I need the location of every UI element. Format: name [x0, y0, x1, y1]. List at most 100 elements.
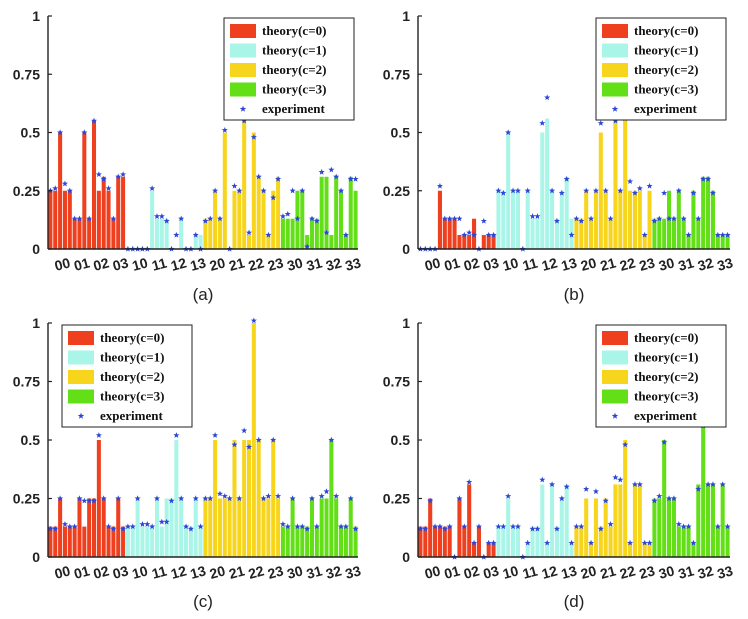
experiment-point-60 — [709, 189, 716, 196]
x-tick-label: 22 — [247, 562, 266, 582]
experiment-point-8 — [456, 495, 463, 502]
experiment-point-58 — [328, 166, 335, 173]
bar-theory-c-3--9 — [696, 218, 701, 249]
bar-theory-c-2--13 — [637, 484, 642, 557]
bar-theory-c-2--7 — [608, 526, 613, 557]
bar-theory-c-0--6 — [447, 526, 452, 557]
experiment-point-46 — [270, 436, 277, 443]
experiment-point-34 — [583, 485, 590, 492]
experiment-point-63 — [724, 231, 731, 238]
experiment-point-46 — [270, 194, 277, 201]
experiment-point-53 — [675, 187, 682, 194]
experiment-point-63 — [724, 523, 731, 530]
bar-theory-c-3--7 — [686, 526, 691, 557]
experiment-point-62 — [719, 481, 726, 488]
bar-theory-c-2--4 — [593, 190, 598, 249]
experiment-point-13 — [480, 217, 487, 224]
bar-theory-c-0--15 — [491, 235, 496, 249]
bar-theory-c-1--10 — [174, 440, 179, 557]
bar-theory-c-3--14 — [348, 498, 353, 557]
experiment-point-40 — [241, 117, 248, 124]
experiment-point-20 — [144, 521, 151, 527]
experiment-point-30 — [192, 231, 199, 238]
experiment-point-44 — [631, 189, 638, 196]
bar-theory-c-0--7 — [82, 526, 87, 557]
bar-theory-c-3--0 — [280, 526, 285, 557]
x-tick-label: 30 — [657, 562, 676, 582]
bar-theory-c-1--7 — [530, 526, 535, 557]
experiment-point-21 — [149, 523, 156, 530]
experiment-point-12 — [105, 185, 112, 192]
bar-theory-c-3--6 — [309, 498, 314, 557]
legend-label: experiment — [262, 101, 325, 116]
experiment-point-45 — [636, 185, 643, 192]
x-tick-label: 21 — [598, 254, 617, 274]
experiment-point-35 — [216, 490, 223, 497]
x-tick-label: 22 — [618, 562, 637, 582]
x-tick-label: 30 — [285, 254, 304, 274]
bar-theory-c-2--10 — [251, 323, 256, 557]
experiment-point-7 — [81, 497, 88, 504]
bar-theory-c-3--10 — [701, 425, 706, 557]
x-tick-label: 21 — [227, 562, 246, 582]
experiment-point-29 — [187, 525, 194, 532]
experiment-point-51 — [666, 215, 673, 222]
bar-theory-c-0--8 — [87, 218, 92, 249]
x-tick-label: 21 — [227, 254, 246, 274]
bar-theory-c-0--15 — [491, 542, 496, 557]
experiment-point-0 — [47, 525, 54, 532]
bar-theory-c-2--5 — [598, 526, 603, 557]
y-tick-label: 1 — [32, 315, 40, 331]
experiment-point-15 — [490, 231, 497, 238]
bar-theory-c-0--9 — [462, 526, 467, 557]
bar-theory-c-1--11 — [550, 484, 555, 557]
bar-theory-c-0--14 — [486, 542, 491, 557]
bar-theory-c-0--7 — [452, 218, 457, 249]
legend-swatch-c2 — [68, 370, 94, 384]
bar-theory-c-3--12 — [339, 526, 344, 557]
bar-theory-c-3--8 — [319, 176, 324, 249]
bar-theory-c-3--12 — [710, 484, 715, 557]
bar-theory-c-3--8 — [691, 190, 696, 249]
experiment-point-19 — [510, 523, 517, 530]
experiment-point-1 — [52, 525, 59, 532]
experiment-point-36 — [592, 187, 599, 194]
bar-theory-c-0--2 — [428, 498, 433, 557]
y-tick-label: 0.25 — [13, 491, 40, 507]
y-tick-label: 1 — [402, 315, 410, 331]
bar-theory-c-1--3 — [140, 526, 145, 557]
y-tick-label: 0 — [32, 241, 40, 257]
bar-theory-c-3--9 — [696, 484, 701, 557]
bar-theory-c-3--8 — [691, 542, 696, 557]
bar-theory-c-0--13 — [481, 235, 486, 249]
experiment-point-40 — [241, 427, 248, 434]
x-tick-label: 11 — [521, 254, 540, 273]
experiment-point-33 — [207, 495, 214, 502]
bar-theory-c-2--4 — [593, 498, 598, 557]
experiment-point-24 — [534, 525, 541, 532]
x-tick-label: 33 — [715, 562, 734, 582]
legend-swatch-c0 — [230, 24, 256, 38]
bar-theory-c-2--3 — [217, 498, 222, 557]
legend-label: theory(c=2) — [100, 369, 164, 384]
bar-theory-c-0--10 — [467, 235, 472, 249]
bar-theory-c-2--12 — [632, 190, 637, 249]
experiment-point-3 — [432, 523, 439, 530]
experiment-point-16 — [124, 523, 131, 530]
experiment-point-56 — [690, 189, 697, 196]
bar-theory-c-0--12 — [476, 526, 481, 557]
experiment-point-9 — [90, 117, 98, 124]
experiment-point-17 — [500, 523, 507, 530]
bar-theory-c-0--10 — [96, 440, 101, 557]
experiment-point-10 — [95, 171, 102, 178]
bar-theory-c-3--14 — [720, 484, 725, 557]
legend-label: theory(c=0) — [262, 23, 326, 38]
experiment-point-30 — [563, 483, 570, 490]
bar-theory-c-1--15 — [198, 526, 203, 557]
bar-theory-c-3--12 — [339, 190, 344, 249]
bar-theory-c-2--15 — [276, 176, 281, 249]
y-tick-label: 0 — [402, 549, 410, 565]
bar-theory-c-3--5 — [676, 526, 681, 557]
